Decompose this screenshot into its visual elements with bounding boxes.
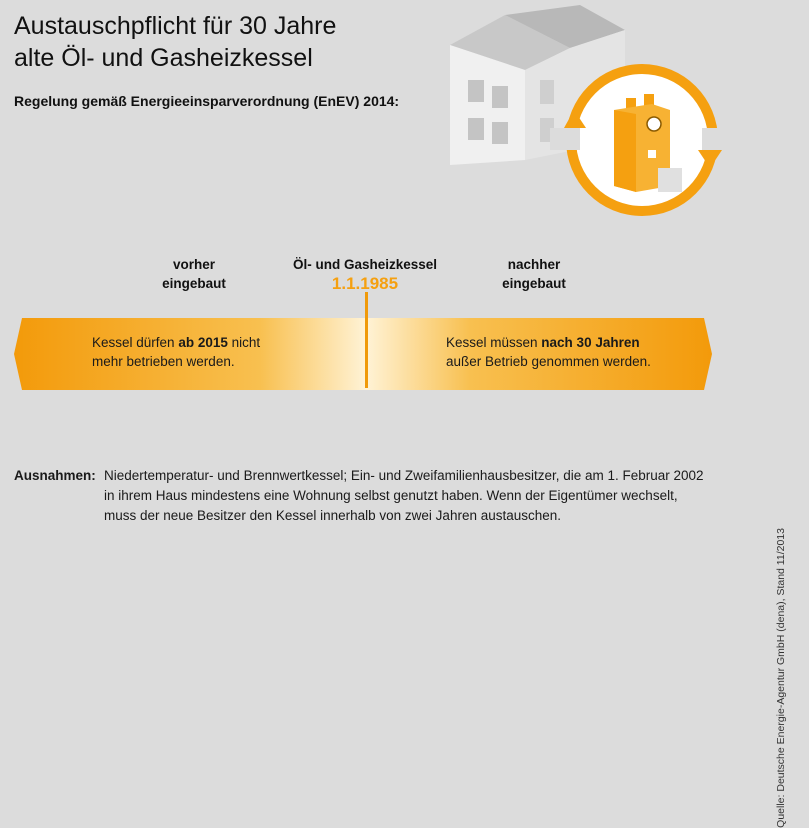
subtitle: Regelung gemäß Energieeinsparverordnung … xyxy=(14,93,400,109)
exceptions-line1: Niedertemperatur- und Brennwertkessel; E… xyxy=(104,468,704,483)
label-before-line1: vorher xyxy=(172,257,216,272)
title-line-2: alte Öl- und Gasheizkessel xyxy=(14,44,313,72)
timeline-divider xyxy=(365,292,368,388)
label-after-line1: nachher xyxy=(507,257,561,272)
source-note: Quelle: Deutsche Energie-Agentur GmbH (d… xyxy=(775,528,787,828)
infographic: Austauschpflicht für 30 Jahre alte Öl- u… xyxy=(14,0,795,828)
title-line-1: Austauschpflicht für 30 Jahre xyxy=(14,12,337,40)
center-label: Öl- und Gasheizkessel xyxy=(292,257,438,272)
arrow-left-pre: Kessel dürfen xyxy=(92,335,179,350)
arrow-left-bold: ab 2015 xyxy=(178,335,228,350)
label-before-line2: eingebaut xyxy=(162,276,226,291)
illustration xyxy=(430,0,732,230)
page-title: Austauschpflicht für 30 Jahre alte Öl- u… xyxy=(14,10,336,74)
exceptions-text: Niedertemperatur- und Brennwertkessel; E… xyxy=(104,466,784,526)
arrow-left-text: Kessel dürfen ab 2015 nicht mehr betrieb… xyxy=(92,333,260,371)
label-after-line2: eingebaut xyxy=(502,276,566,291)
arrow-left-post: nicht xyxy=(227,335,261,350)
label-center: Öl- und Gasheizkessel 1.1.1985 xyxy=(280,255,450,293)
center-date: 1.1.1985 xyxy=(331,274,399,293)
exceptions-label: Ausnahmen: xyxy=(14,468,96,483)
source-note-container: Quelle: Deutsche Energie-Agentur GmbH (d… xyxy=(775,210,795,828)
arrow-left-line2: mehr betrieben werden. xyxy=(92,354,235,369)
arrow-right-half xyxy=(366,318,712,390)
timeline-arrow xyxy=(14,318,714,390)
label-before: vorher eingebaut xyxy=(150,255,238,293)
arrow-right-bold: nach 30 Jahren xyxy=(541,335,640,350)
exceptions-line2: in ihrem Haus mindestens eine Wohnung se… xyxy=(104,488,678,503)
arrow-right-pre: Kessel müssen xyxy=(446,335,542,350)
arrow-right-line2: außer Betrieb genommen werden. xyxy=(446,354,651,369)
boiler-icon xyxy=(614,94,682,192)
arrow-right-text: Kessel müssen nach 30 Jahren außer Betri… xyxy=(446,333,651,371)
arrow-left-half xyxy=(14,318,366,390)
label-after: nachher eingebaut xyxy=(490,255,578,293)
exceptions-line3: muss der neue Besitzer den Kessel innerh… xyxy=(104,508,562,523)
